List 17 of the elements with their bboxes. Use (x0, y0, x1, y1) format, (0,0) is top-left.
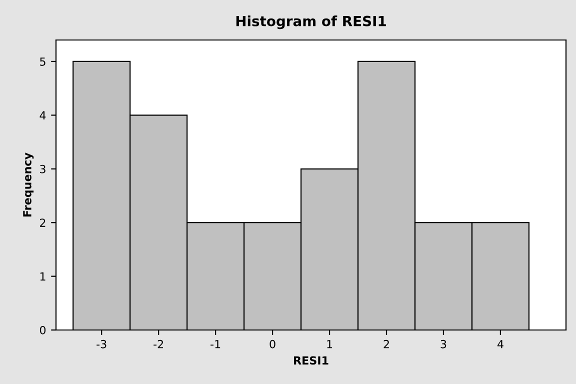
y-tick-label: 0 (40, 326, 46, 334)
y-tick-label: 1 (40, 272, 46, 281)
x-tick-label: -3 (96, 340, 106, 348)
y-tick-label: 2 (40, 218, 46, 227)
x-tick-label: 3 (440, 340, 446, 348)
x-tick-label: 2 (384, 340, 389, 348)
x-tick-label: 0 (270, 340, 276, 348)
y-tick-label: 4 (40, 111, 46, 120)
x-tick-label: 4 (497, 340, 504, 348)
x-axis-title: RESI1 (294, 356, 328, 365)
x-tick-label: 1 (327, 340, 332, 348)
y-tick-label: 5 (40, 58, 46, 66)
y-tick-label: 3 (40, 164, 46, 174)
chart-title: Histogram of RESI1 (236, 16, 386, 30)
x-tick-label: -2 (154, 340, 163, 348)
y-axis-title: Frequency (23, 152, 34, 216)
x-tick-label: -1 (210, 340, 220, 348)
